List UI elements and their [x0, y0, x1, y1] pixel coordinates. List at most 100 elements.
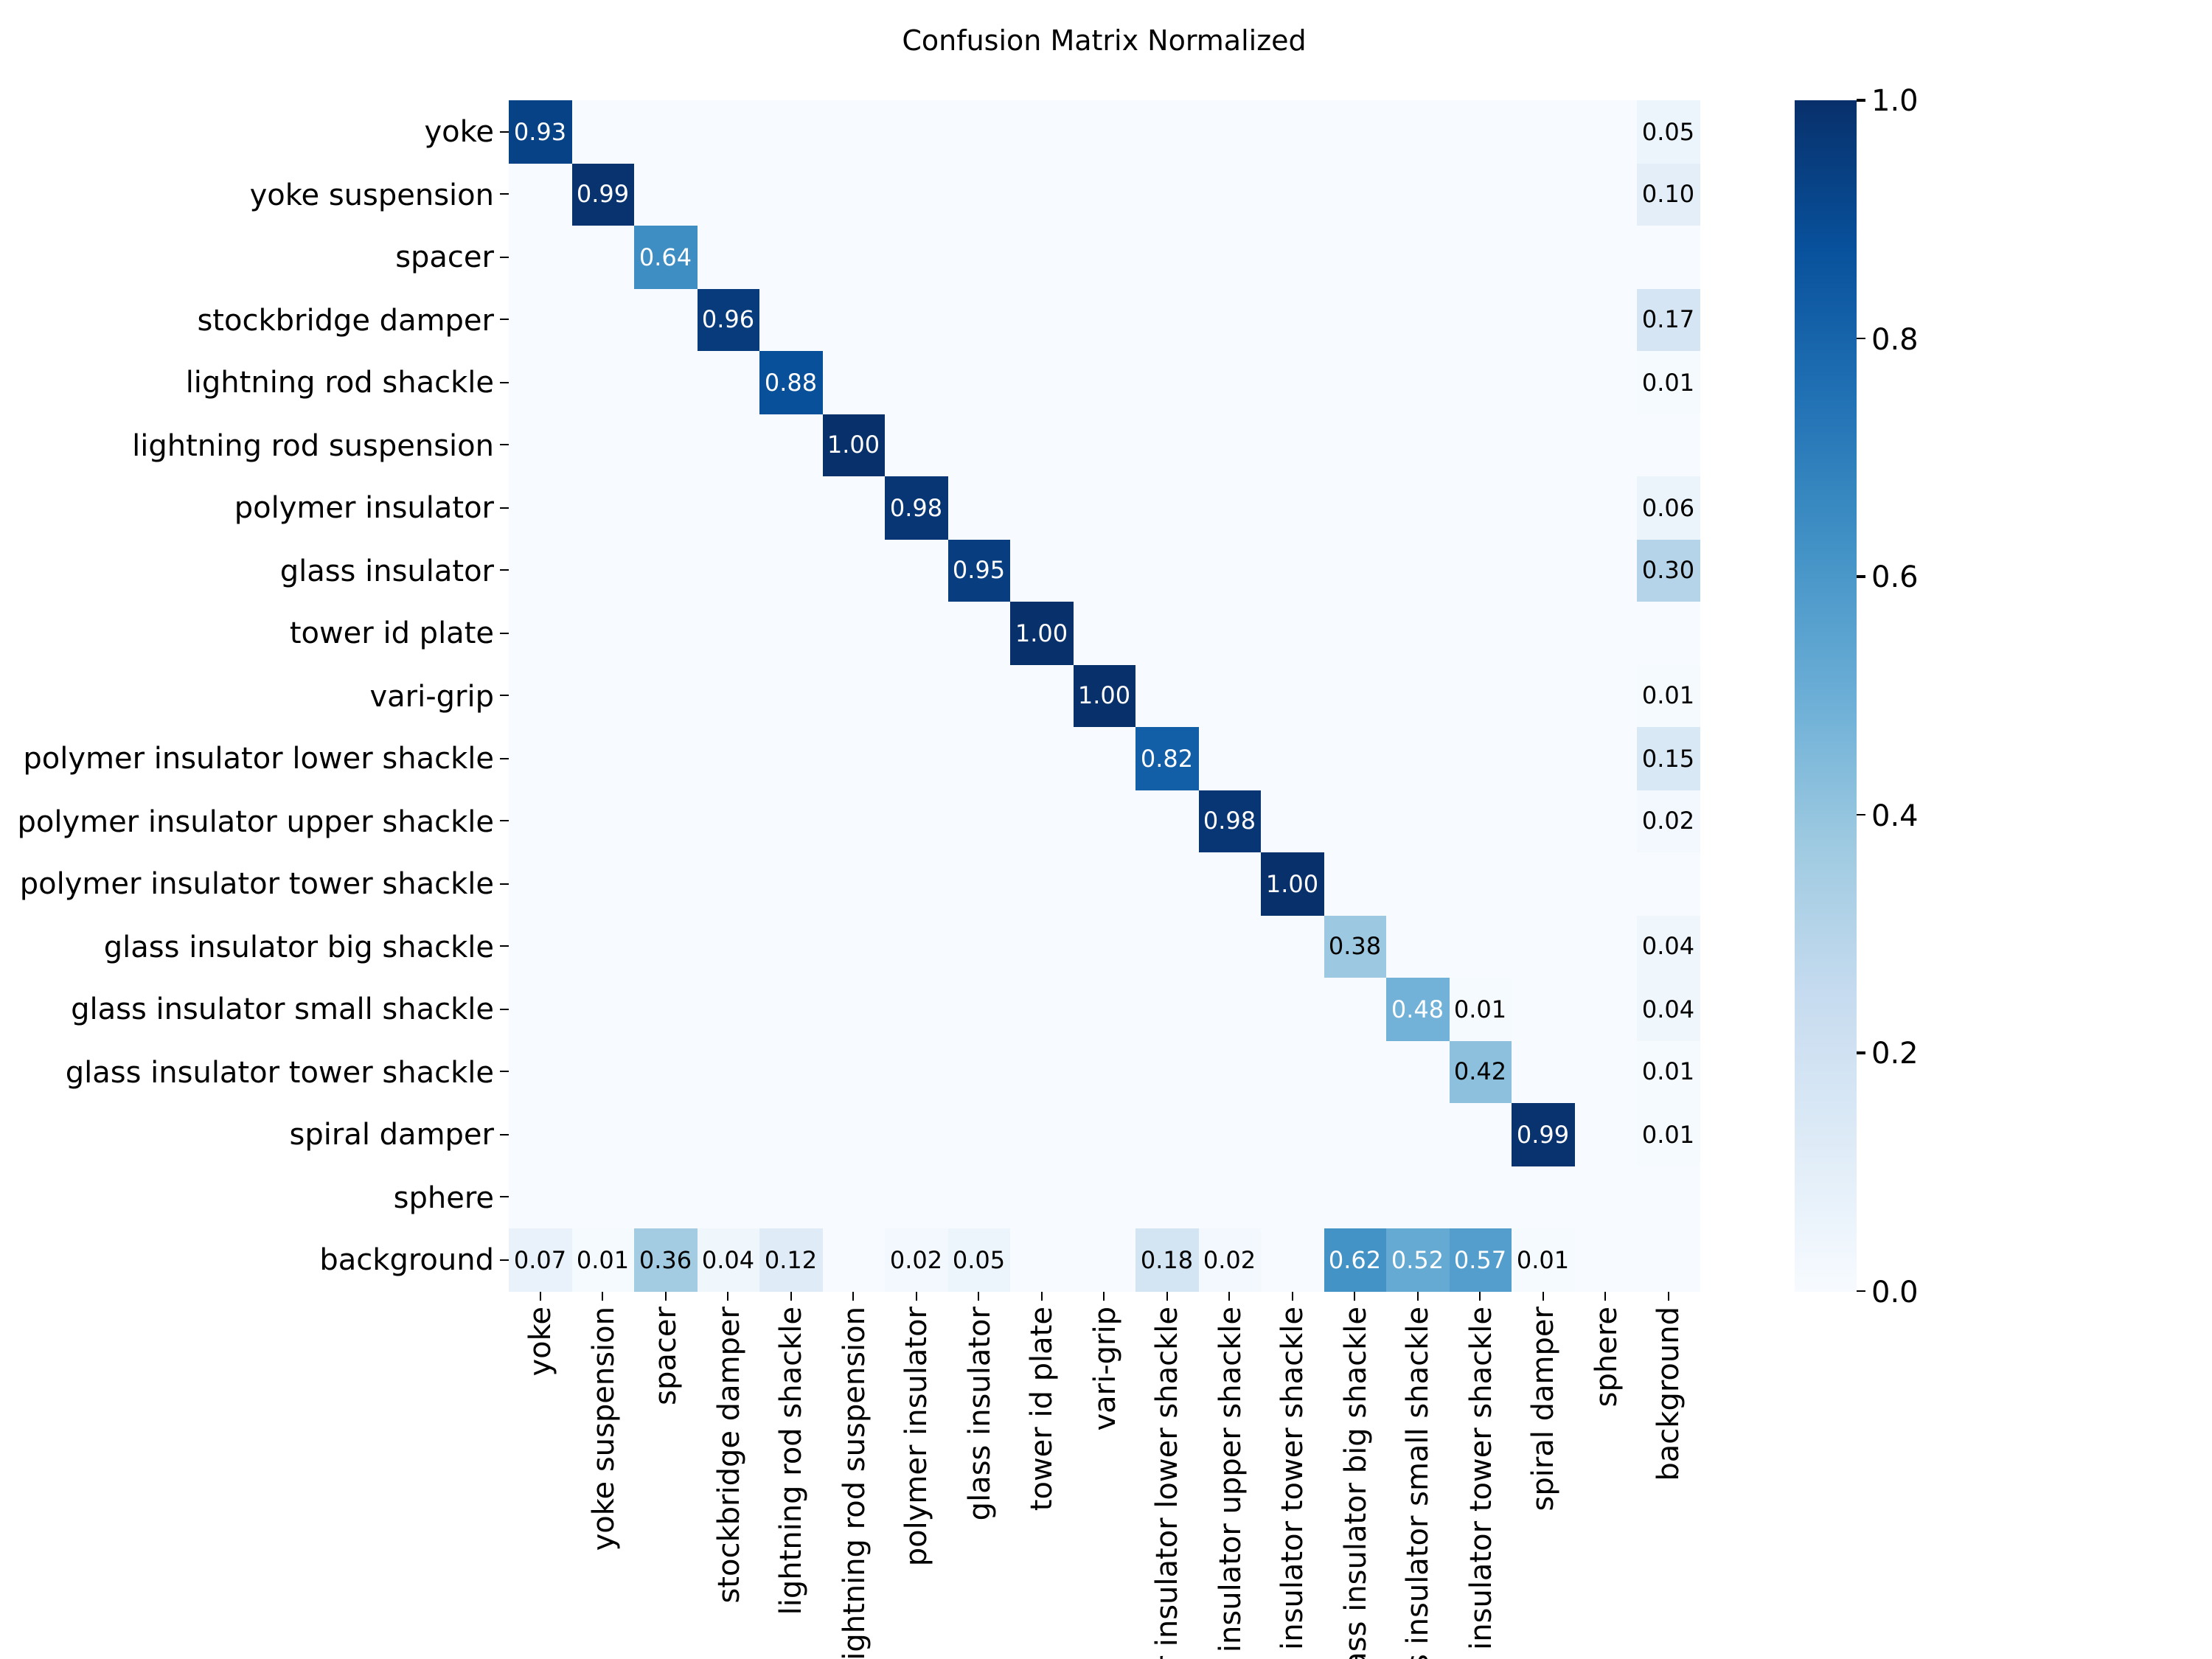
x-axis-tick [1228, 1291, 1231, 1300]
x-axis-tick [664, 1291, 667, 1300]
heatmap-cell: 0.42 [1449, 1040, 1512, 1103]
y-axis-label: glass insulator big shackle [103, 928, 494, 964]
heatmap-cell: 0.10 [1637, 163, 1700, 226]
heatmap-cell: 0.93 [509, 100, 571, 163]
heatmap-cell: 0.04 [1637, 915, 1700, 978]
heatmap-cell: 0.62 [1324, 1228, 1386, 1291]
y-axis-tick [500, 632, 509, 634]
heatmap-cell: 0.88 [759, 351, 822, 414]
heatmap-cell: 0.48 [1386, 978, 1449, 1040]
y-axis-tick [500, 1133, 509, 1135]
y-axis-tick [500, 945, 509, 947]
heatmap-cell: 0.02 [1637, 790, 1700, 852]
y-axis-tick [500, 256, 509, 258]
heatmap-cell: 0.82 [1135, 727, 1198, 790]
y-axis-label: yoke [424, 114, 495, 150]
x-axis-tick [1040, 1291, 1043, 1300]
y-axis-label: polymer insulator lower shackle [23, 740, 494, 776]
y-axis-tick [500, 1196, 509, 1198]
x-axis-tick [1291, 1291, 1293, 1300]
y-axis-tick [500, 1259, 509, 1261]
colorbar-tick [1857, 1051, 1865, 1054]
colorbar-tick [1857, 813, 1865, 816]
y-axis-label: spiral damper [289, 1116, 494, 1152]
colorbar-tick [1857, 99, 1865, 102]
heatmap-cell: 0.52 [1386, 1228, 1449, 1291]
colorbar-gradient [1795, 100, 1857, 1291]
x-axis-tick [978, 1291, 980, 1300]
colorbar-tick-label: 1.0 [1871, 83, 1919, 118]
y-axis-label: polymer insulator [234, 490, 494, 526]
y-axis-tick [500, 319, 509, 321]
heatmap-cell: 0.05 [1637, 100, 1700, 163]
colorbar-tick-label: 0.8 [1871, 321, 1919, 356]
heatmap-cell: 0.12 [759, 1228, 822, 1291]
heatmap-cell: 0.98 [885, 476, 947, 539]
x-axis-tick [602, 1291, 604, 1300]
y-axis-tick [500, 695, 509, 697]
y-axis-label: polymer insulator upper shackle [17, 803, 494, 839]
heatmap-cell: 0.04 [1637, 978, 1700, 1040]
x-axis-tick [1416, 1291, 1419, 1300]
colorbar-tick [1857, 1290, 1865, 1293]
y-axis-label: tower id plate [289, 615, 494, 651]
heatmap-cell: 0.57 [1449, 1228, 1512, 1291]
heatmap-cell: 0.06 [1637, 476, 1700, 539]
heatmap-cell: 1.00 [1261, 852, 1324, 915]
y-axis-label: lightning rod suspension [132, 427, 494, 463]
heatmap-cell: 0.95 [947, 539, 1010, 602]
x-axis-tick [1479, 1291, 1481, 1300]
heatmap-cell: 0.01 [1637, 1040, 1700, 1103]
heatmap-cell: 0.30 [1637, 539, 1700, 602]
heatmap-cell: 0.96 [697, 288, 759, 351]
heatmap-cell: 0.17 [1637, 288, 1700, 351]
colorbar-tick-label: 0.0 [1871, 1273, 1919, 1309]
colorbar-tick [1857, 575, 1865, 578]
x-axis-tick [1354, 1291, 1356, 1300]
y-axis-label: glass insulator tower shackle [65, 1054, 494, 1090]
heatmap-cell: 1.00 [1010, 602, 1073, 664]
heatmap-cell: 0.64 [634, 226, 697, 288]
heatmap-cell: 0.18 [1135, 1228, 1198, 1291]
heatmap-cell: 0.01 [571, 1228, 634, 1291]
y-axis-tick [500, 883, 509, 885]
x-axis-tick [790, 1291, 792, 1300]
y-axis-label: glass insulator small shackle [71, 991, 494, 1027]
heatmap-cell: 1.00 [1073, 664, 1135, 727]
y-axis-label: stockbridge damper [197, 302, 494, 338]
y-axis-tick [500, 444, 509, 446]
x-axis-tick [1604, 1291, 1607, 1300]
heatmap-cell: 0.15 [1637, 727, 1700, 790]
y-axis-label: sphere [393, 1179, 494, 1215]
heatmap-cell: 0.01 [1512, 1228, 1574, 1291]
chart-title: Confusion Matrix Normalized [902, 25, 1307, 58]
heatmap-cell: 0.01 [1637, 351, 1700, 414]
heatmap-cell: 0.01 [1449, 978, 1512, 1040]
y-axis-tick [500, 507, 509, 509]
colorbar-tick-label: 0.6 [1871, 559, 1919, 594]
y-axis-label: background [319, 1242, 494, 1278]
x-axis-tick [1542, 1291, 1544, 1300]
heatmap-cell: 0.02 [1198, 1228, 1261, 1291]
x-axis-tick [852, 1291, 855, 1300]
y-axis-tick [500, 193, 509, 195]
y-axis-label: glass insulator [279, 552, 494, 588]
y-axis-label: yoke suspension [249, 176, 494, 212]
heatmap-cell: 0.05 [947, 1228, 1010, 1291]
y-axis-tick [500, 569, 509, 571]
x-axis-tick [1667, 1291, 1669, 1300]
heatmap-cell: 0.01 [1637, 1103, 1700, 1166]
y-axis-label: polymer insulator tower shackle [19, 866, 494, 902]
heatmap-cell: 0.04 [697, 1228, 759, 1291]
x-axis-tick [915, 1291, 917, 1300]
x-axis-tick [1103, 1291, 1105, 1300]
heatmap-cell: 0.01 [1637, 664, 1700, 727]
x-axis-tick [727, 1291, 729, 1300]
y-axis-tick [500, 820, 509, 822]
heatmap-cell: 0.36 [634, 1228, 697, 1291]
x-axis-tick [1166, 1291, 1168, 1300]
